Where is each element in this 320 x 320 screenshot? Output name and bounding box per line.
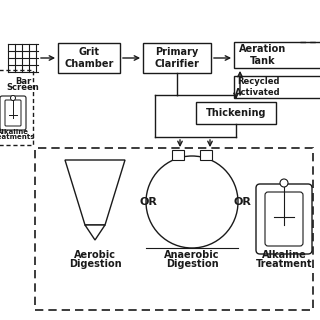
Circle shape [11,95,15,100]
Bar [35,148,313,310]
Bar [196,102,276,124]
FancyBboxPatch shape [256,184,312,254]
Bar [200,150,212,160]
Text: Treatments: Treatments [0,134,36,140]
Polygon shape [65,160,125,225]
Text: Grit
Chamber: Grit Chamber [64,47,114,69]
Text: Anaerobic: Anaerobic [164,250,220,260]
Bar [234,76,320,98]
Text: Screen: Screen [7,84,39,92]
Bar [172,150,184,160]
Polygon shape [85,225,105,240]
Text: Bar: Bar [15,77,31,86]
FancyBboxPatch shape [0,96,26,130]
FancyBboxPatch shape [265,192,303,246]
FancyBboxPatch shape [5,100,21,126]
Text: Primary
Clarifier: Primary Clarifier [155,47,199,69]
Text: OR: OR [139,197,157,207]
Circle shape [146,156,238,248]
Text: Digestion: Digestion [69,259,121,269]
Bar [234,42,320,68]
Bar [0,70,33,145]
Text: Recycled
Activated: Recycled Activated [235,77,281,97]
Bar [58,43,120,73]
Text: Alkaline: Alkaline [0,129,29,135]
Text: OR: OR [233,197,251,207]
Text: Digestion: Digestion [166,259,218,269]
Bar [143,43,211,73]
Text: Treatment: Treatment [256,259,312,269]
Circle shape [280,179,288,187]
Text: Thickening: Thickening [206,108,266,118]
Text: Aeration
Tank: Aeration Tank [239,44,287,66]
Text: Alkaline: Alkaline [262,250,306,260]
Text: Aerobic: Aerobic [74,250,116,260]
